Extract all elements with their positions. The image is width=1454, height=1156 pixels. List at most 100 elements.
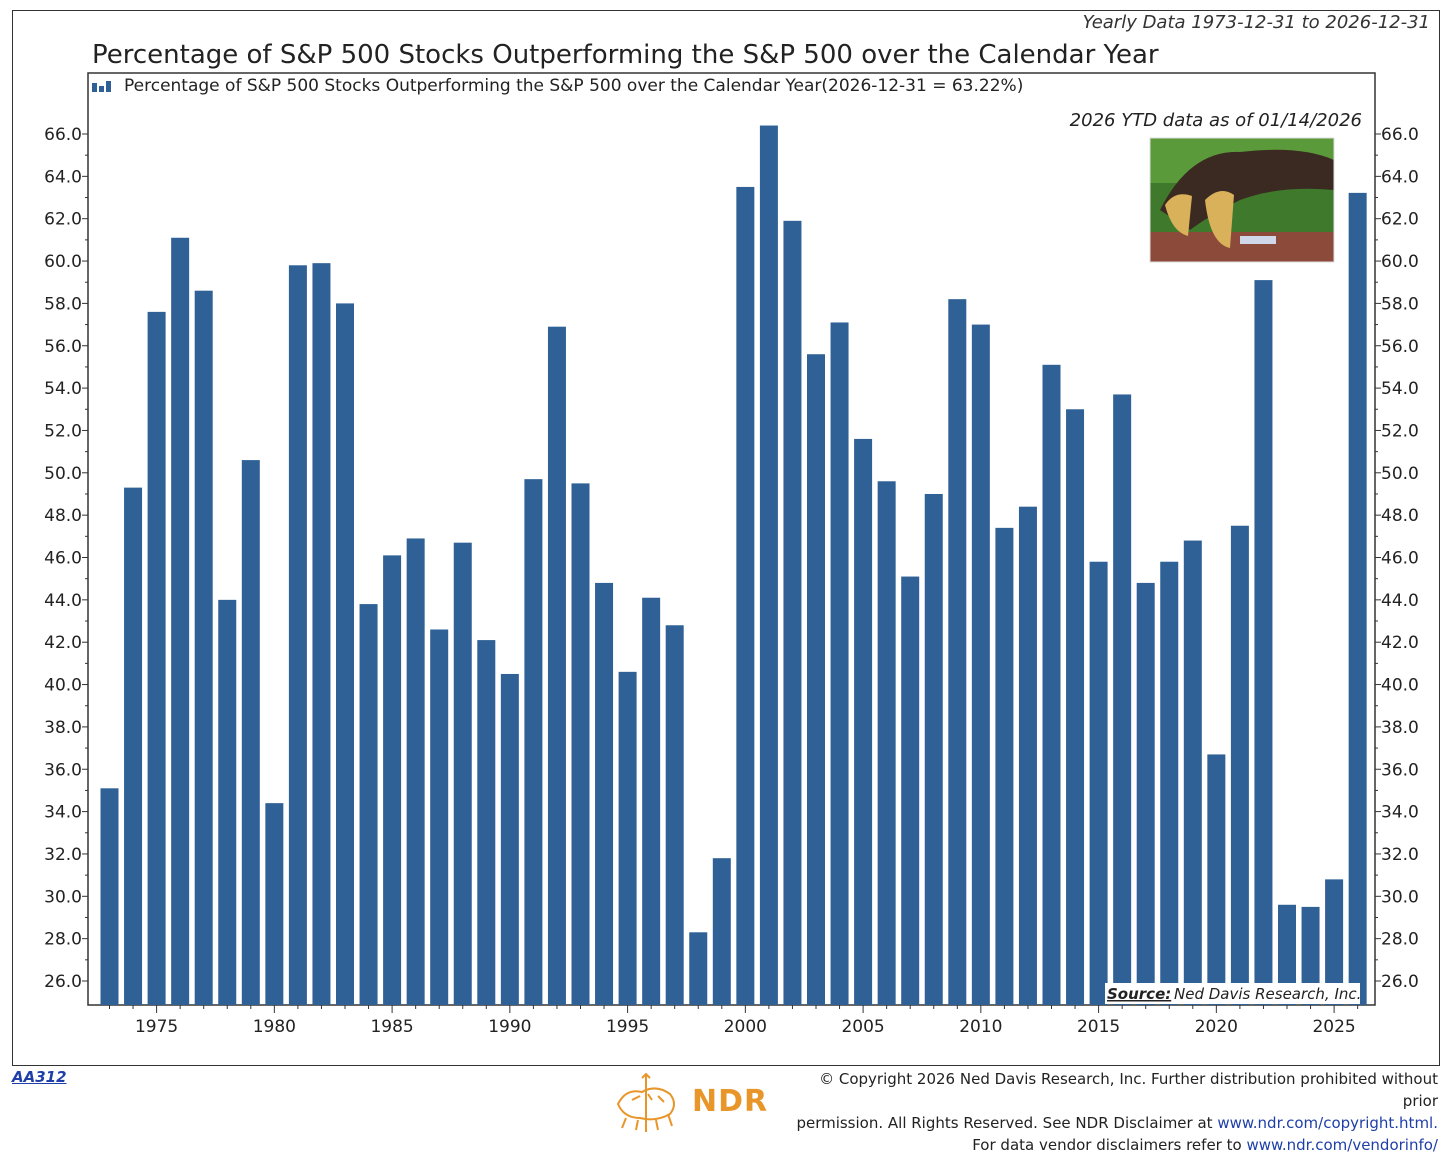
bar-2015 [1089, 561, 1108, 1005]
bar-2019 [1183, 540, 1202, 1005]
y-tick-label-right: 64.0 [1381, 167, 1419, 187]
bar-2025 [1325, 879, 1344, 1005]
y-tick-label-right: 54.0 [1381, 379, 1419, 399]
y-tick-label-left: 36.0 [44, 760, 82, 780]
y-tick-label-right: 62.0 [1381, 210, 1419, 230]
bar-2020 [1207, 754, 1226, 1005]
y-tick-label-right: 44.0 [1381, 591, 1419, 611]
bar-2005 [854, 438, 873, 1005]
x-tick-label: 2005 [841, 1017, 884, 1037]
y-tick-label-left: 64.0 [44, 167, 82, 187]
x-tick-label: 1975 [135, 1017, 178, 1037]
copyright-line-2: permission. All Rights Reserved. See NDR… [796, 1114, 1213, 1132]
bar-1997 [665, 625, 684, 1005]
copyright-line-1: © Copyright 2026 Ned Davis Research, Inc… [819, 1070, 1438, 1110]
bar-1988 [453, 542, 472, 1005]
bar-2026 [1348, 192, 1367, 1005]
x-tick-label: 2020 [1195, 1017, 1238, 1037]
copyright-link[interactable]: www.ndr.com/copyright.html. [1217, 1114, 1438, 1132]
chart-id-link[interactable]: AA312 [12, 1068, 67, 1086]
bar-2016 [1113, 394, 1132, 1005]
y-tick-label-left: 26.0 [44, 972, 82, 992]
y-tick-label-right: 56.0 [1381, 337, 1419, 357]
bar-2003 [807, 354, 825, 1006]
x-tick-label: 1980 [253, 1017, 296, 1037]
bar-2017 [1136, 582, 1155, 1005]
ndr-bull-bear-logo-icon [616, 1072, 675, 1132]
bar-1987 [430, 629, 449, 1005]
chart-title: Percentage of S&P 500 Stocks Outperformi… [92, 40, 1159, 70]
x-tick-label: 2000 [724, 1017, 767, 1037]
bar-1994 [595, 582, 614, 1005]
bar-2010 [971, 324, 990, 1005]
y-tick-label-right: 38.0 [1381, 718, 1419, 738]
source-text: Ned Davis Research, Inc. [1174, 985, 1361, 1003]
ndr-brand-text: NDR [692, 1084, 769, 1119]
y-tick-label-left: 58.0 [44, 294, 82, 314]
bar-2022 [1254, 280, 1273, 1005]
photo-shoe-left [1165, 194, 1192, 236]
bar-2001 [759, 125, 778, 1005]
bar-1975 [147, 311, 166, 1005]
y-tick-label-left: 66.0 [44, 125, 82, 145]
y-tick-label-right: 42.0 [1381, 633, 1419, 653]
bar-1999 [712, 858, 731, 1005]
y-tick-label-right: 58.0 [1381, 294, 1419, 314]
y-tick-label-left: 52.0 [44, 421, 82, 441]
y-tick-label-right: 52.0 [1381, 421, 1419, 441]
bar-2000 [736, 186, 755, 1005]
source-box [1105, 983, 1360, 1004]
y-tick-label-left: 62.0 [44, 210, 82, 230]
bar-1996 [642, 597, 661, 1005]
source-label: Source: [1107, 985, 1171, 1003]
y-tick-label-right: 40.0 [1381, 676, 1419, 696]
chart-frame [12, 10, 1440, 1066]
bar-1982 [312, 263, 331, 1006]
bar-1977 [194, 290, 213, 1005]
x-tick-label: 1985 [370, 1017, 413, 1037]
bar-2014 [1066, 409, 1085, 1005]
bar-2006 [877, 481, 896, 1005]
bar-2009 [948, 299, 967, 1005]
bar-2023 [1278, 904, 1296, 1005]
y-tick-label-right: 32.0 [1381, 845, 1419, 865]
y-tick-label-right: 60.0 [1381, 252, 1419, 272]
bar-2008 [924, 493, 943, 1005]
legend-swatch [92, 83, 97, 92]
bar-1978 [218, 599, 237, 1005]
x-tick-label: 2010 [959, 1017, 1002, 1037]
bar-2004 [830, 322, 849, 1005]
bar-1992 [547, 326, 566, 1005]
bar-1989 [477, 640, 496, 1005]
bar-1993 [571, 483, 590, 1005]
bar-2018 [1160, 561, 1179, 1005]
legend-swatch [106, 81, 111, 92]
bar-2021 [1230, 525, 1249, 1005]
bar-2002 [783, 220, 802, 1005]
y-tick-label-left: 50.0 [44, 464, 82, 484]
legend-label: Percentage of S&P 500 Stocks Outperformi… [124, 76, 1023, 96]
x-tick-label: 1990 [488, 1017, 531, 1037]
y-tick-label-left: 30.0 [44, 887, 82, 907]
y-tick-label-right: 26.0 [1381, 972, 1419, 992]
y-tick-label-right: 48.0 [1381, 506, 1419, 526]
date-range-label: Yearly Data 1973-12-31 to 2026-12-31 [1082, 12, 1430, 33]
bar-2007 [901, 576, 920, 1005]
y-tick-label-right: 30.0 [1381, 887, 1419, 907]
bar-2013 [1042, 364, 1061, 1005]
y-tick-label-left: 46.0 [44, 549, 82, 569]
y-tick-label-right: 50.0 [1381, 464, 1419, 484]
y-tick-label-left: 28.0 [44, 930, 82, 950]
bar-1991 [524, 479, 543, 1006]
photo-shoe-right [1205, 191, 1234, 248]
x-tick-label: 1995 [606, 1017, 649, 1037]
bar-2012 [1018, 506, 1037, 1005]
y-tick-label-left: 44.0 [44, 591, 82, 611]
vendor-info-link[interactable]: www.ndr.com/vendorinfo/ [1246, 1136, 1438, 1154]
bar-1995 [618, 671, 637, 1005]
photo-legs [1160, 149, 1334, 230]
bar-1974 [124, 487, 143, 1005]
legend [92, 81, 111, 92]
y-tick-label-left: 32.0 [44, 845, 82, 865]
y-tick-label-left: 48.0 [44, 506, 82, 526]
